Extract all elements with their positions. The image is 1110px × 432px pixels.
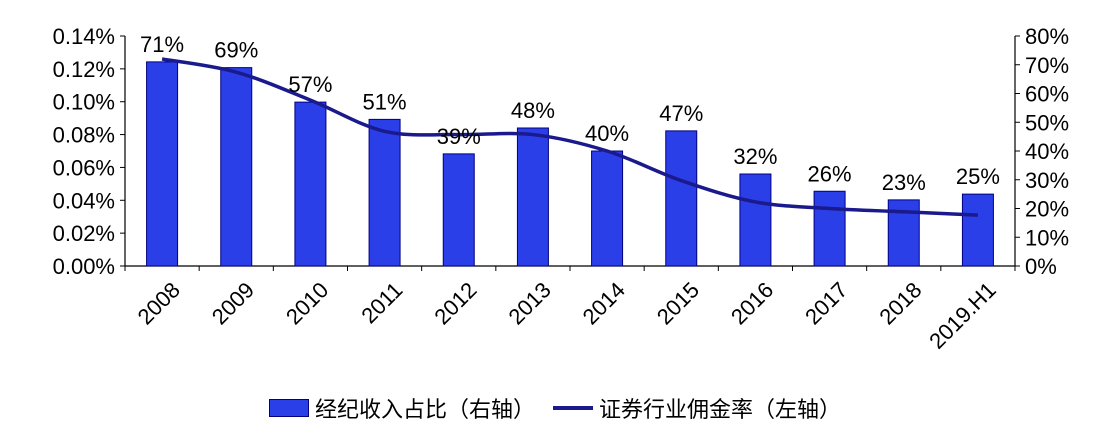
legend-item-bar: 经纪收入占比（右轴）: [268, 392, 535, 424]
bar-value-label: 71%: [140, 32, 184, 57]
bar-2009: [220, 67, 253, 267]
commission-rate-line: [161, 57, 978, 217]
bar-2008: [146, 61, 179, 267]
bar-2011: [368, 118, 401, 267]
left-tick-label: 0.14%: [53, 24, 115, 49]
left-tick-label: 0.02%: [53, 221, 115, 246]
bar-value-label: 39%: [437, 124, 481, 149]
x-tick-label: 2010: [281, 277, 333, 329]
x-tick-label: 2012: [429, 277, 481, 329]
x-tick-label: 2018: [874, 277, 926, 329]
bar-2019.H1: [961, 193, 994, 267]
x-tick-label: 2013: [503, 277, 555, 329]
right-tick-label: 20%: [1025, 197, 1069, 222]
axes-group: 0.00% 0.02% 0.04% 0.06% 0.08% 0.10% 0.12% 0.14%…: [53, 24, 1069, 279]
bar-2013: [516, 127, 549, 267]
x-tick-label: 2009: [207, 277, 259, 329]
bar-value-label: 51%: [363, 89, 407, 114]
left-tick-label: 0.10%: [53, 90, 115, 115]
left-tick-label: 0.12%: [53, 57, 115, 82]
x-tick-labels-group: 2008 2009 2010 2011 2012 2013 2014 2015 2016 2017…: [133, 277, 1001, 354]
x-tick-label: 2017: [800, 277, 852, 329]
bar-value-label: 69%: [214, 38, 258, 63]
bar-value-label: 26%: [808, 161, 852, 186]
bar-value-label: 32%: [733, 144, 777, 169]
bar-2012: [442, 153, 475, 267]
x-tick-label: 2008: [133, 277, 185, 329]
x-tick-label: 2015: [652, 277, 704, 329]
bar-2016: [739, 173, 772, 267]
bar-value-label: 57%: [288, 72, 332, 97]
right-tick-label: 0%: [1025, 254, 1057, 279]
bar-2015: [665, 130, 698, 267]
right-tick-label: 80%: [1025, 24, 1069, 49]
bar-2014: [591, 150, 624, 267]
right-tick-label: 40%: [1025, 139, 1069, 164]
x-tick-label: 2011: [356, 277, 407, 328]
x-tick-label: 2014: [578, 277, 630, 329]
left-tick-label: 0.06%: [53, 155, 115, 180]
bar-value-label: 40%: [585, 121, 629, 146]
bar-value-label: 23%: [882, 170, 926, 195]
legend-item-line: 证券行业佣金率（左轴）: [553, 392, 841, 424]
x-tick-label: 2019.H1: [924, 277, 1001, 354]
right-tick-label: 70%: [1025, 53, 1069, 78]
left-tick-label: 0.08%: [53, 123, 115, 148]
bars-group: [146, 61, 994, 267]
bar-value-label: 47%: [659, 101, 703, 126]
bar-2017: [813, 190, 846, 267]
x-tick-label: 2016: [726, 277, 778, 329]
right-tick-label: 50%: [1025, 110, 1069, 135]
right-tick-label: 30%: [1025, 168, 1069, 193]
chart-svg: 0.00% 0.02% 0.04% 0.06% 0.08% 0.10% 0.12% 0.14%…: [53, 24, 1069, 354]
legend: 经纪收入占比（右轴） 证券行业佣金率（左轴）: [0, 392, 1110, 424]
line-group: [161, 57, 978, 217]
bar-labels-group: 71% 69% 57% 51% 39% 48% 40% 47% 32% 26% 23% 25%: [140, 32, 1000, 195]
right-tick-label: 10%: [1025, 225, 1069, 250]
legend-bar-label: 经纪收入占比（右轴）: [314, 398, 535, 423]
left-tick-label: 0.04%: [53, 188, 115, 213]
legend-line-swatch: [553, 406, 593, 410]
legend-bar-swatch: [268, 399, 309, 417]
bar-value-label: 48%: [511, 98, 555, 123]
bar-2010: [294, 101, 327, 267]
left-tick-label: 0.00%: [53, 254, 115, 279]
legend-line-label: 证券行业佣金率（左轴）: [599, 398, 842, 423]
bar-value-label: 25%: [956, 164, 1000, 189]
right-tick-label: 60%: [1025, 82, 1069, 107]
